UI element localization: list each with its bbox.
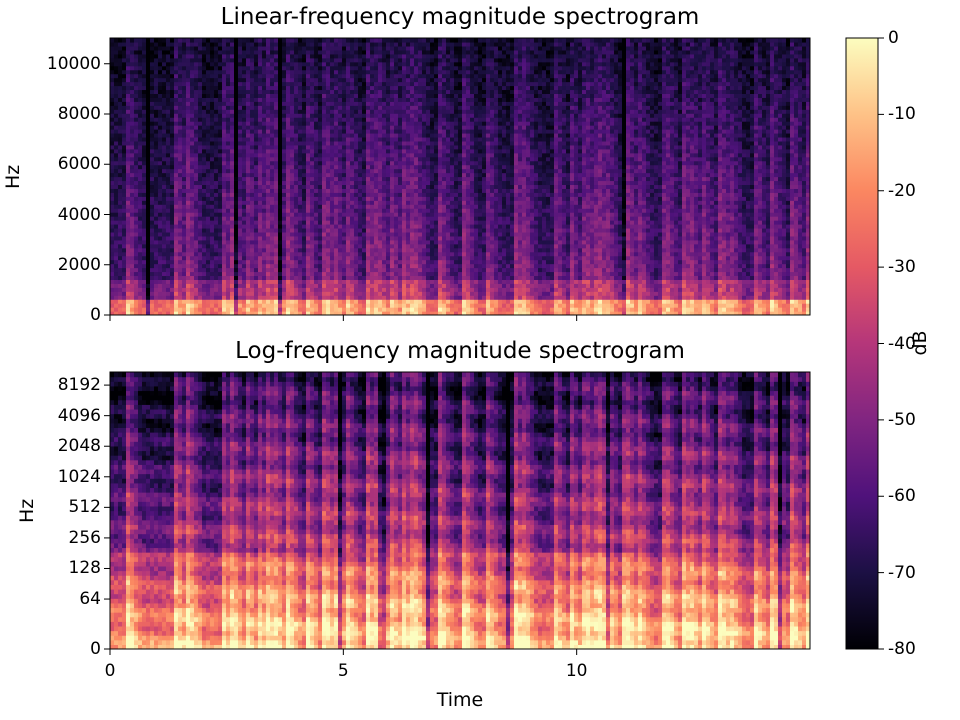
y-tick-label-linear: 2000 xyxy=(11,255,101,275)
colorbar-tick-label: -40 xyxy=(888,334,916,354)
y-tick-label-linear: 4000 xyxy=(11,205,101,225)
y-tick-label-linear: 10000 xyxy=(11,54,101,74)
colorbar-tick-label: 0 xyxy=(888,28,899,48)
y-tick-label-log: 4096 xyxy=(11,406,101,426)
chart-title-log: Log-frequency magnitude spectrogram xyxy=(235,338,685,364)
x-tick-label-log: 0 xyxy=(105,661,116,681)
colorbar-tick-label: -60 xyxy=(888,486,916,506)
colorbar-tick-label: -10 xyxy=(888,104,916,124)
y-tick-label-log: 2048 xyxy=(11,436,101,456)
log-spectrogram-frame xyxy=(109,371,811,650)
colorbar-tick-label: -50 xyxy=(888,410,916,430)
x-tick-label-log: 5 xyxy=(338,661,349,681)
colorbar-tick-label: -80 xyxy=(888,639,916,659)
linear-spectrogram-image xyxy=(110,38,810,315)
y-tick-label-log: 0 xyxy=(11,639,101,659)
log-spectrogram-image xyxy=(110,372,810,649)
x-axis-label: Time xyxy=(437,689,484,711)
y-tick-label-linear: 8000 xyxy=(11,104,101,124)
colorbar xyxy=(845,37,879,650)
colorbar-tick-label: -30 xyxy=(888,257,916,277)
y-tick-label-log: 8192 xyxy=(11,375,101,395)
x-tick-label-log: 10 xyxy=(566,661,588,681)
y-tick-label-linear: 0 xyxy=(11,305,101,325)
linear-spectrogram-frame xyxy=(109,37,811,316)
y-tick-label-log: 512 xyxy=(11,497,101,517)
tick-marks xyxy=(104,37,884,655)
y-tick-label-log: 64 xyxy=(11,589,101,609)
colorbar-tick-label: -70 xyxy=(888,563,916,583)
y-tick-label-log: 128 xyxy=(11,558,101,578)
colorbar-tick-label: -20 xyxy=(888,181,916,201)
chart-title-linear: Linear-frequency magnitude spectrogram xyxy=(221,4,700,30)
y-tick-label-log: 1024 xyxy=(11,467,101,487)
y-tick-label-linear: 6000 xyxy=(11,154,101,174)
y-tick-label-log: 256 xyxy=(11,528,101,548)
